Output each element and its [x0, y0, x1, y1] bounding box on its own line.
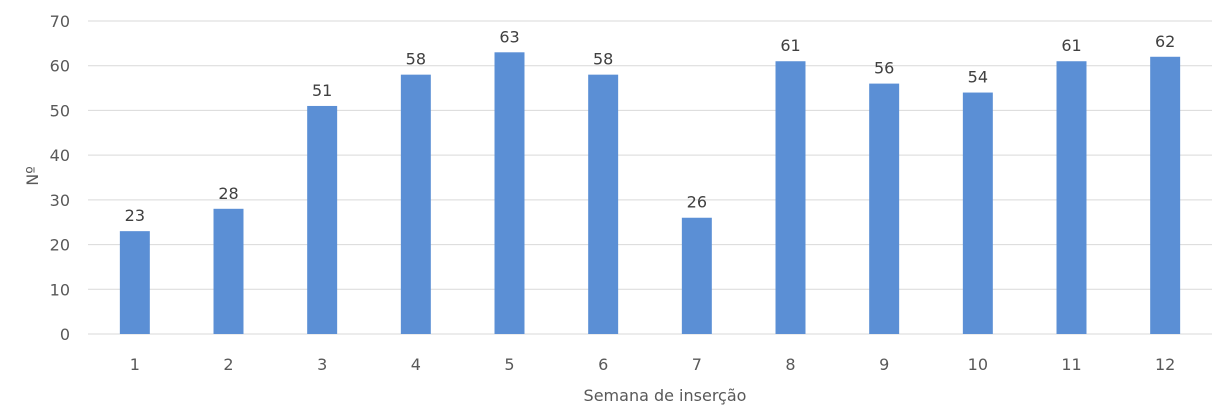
x-tick-label: 4: [411, 355, 421, 374]
x-tick-label: 5: [504, 355, 514, 374]
y-tick-label: 60: [50, 57, 70, 76]
bar-week-11: [1056, 61, 1087, 334]
bar-week-5: [494, 52, 525, 335]
x-tick-label: 3: [317, 355, 327, 374]
x-tick-label: 10: [968, 355, 988, 374]
bar-week-8: [775, 61, 806, 334]
x-tick-label: 12: [1155, 355, 1175, 374]
bars: [119, 52, 1181, 335]
x-axis-ticks: 1 2 3 4 5 6 7 8 9 10 11 12: [130, 355, 1176, 374]
y-axis-title: Nº: [23, 166, 42, 186]
y-tick-label: 70: [50, 12, 70, 31]
data-label: 54: [968, 68, 988, 87]
y-tick-label: 0: [60, 325, 70, 344]
data-labels: 23 28 51 58 63 58 26 61 56 54 61 62: [125, 27, 1176, 225]
y-tick-label: 10: [50, 280, 70, 299]
x-tick-label: 11: [1061, 355, 1081, 374]
data-label: 58: [593, 50, 613, 69]
x-tick-label: 1: [130, 355, 140, 374]
bar-week-10: [962, 92, 993, 335]
bar-week-12: [1150, 56, 1181, 335]
y-tick-label: 20: [50, 236, 70, 255]
y-axis-ticks: 0 10 20 30 40 50 60 70: [50, 12, 70, 344]
x-tick-label: 7: [692, 355, 702, 374]
y-tick-label: 30: [50, 191, 70, 210]
x-tick-label: 2: [223, 355, 233, 374]
x-tick-label: 6: [598, 355, 608, 374]
data-label: 56: [874, 59, 894, 78]
data-label: 63: [499, 27, 519, 46]
data-label: 58: [406, 50, 426, 69]
bar-week-3: [307, 105, 338, 334]
x-tick-label: 9: [879, 355, 889, 374]
data-label: 61: [1061, 36, 1081, 55]
y-tick-label: 40: [50, 146, 70, 165]
bar-week-6: [588, 74, 619, 335]
x-tick-label: 8: [785, 355, 795, 374]
bar-week-2: [213, 208, 244, 334]
data-label: 28: [218, 184, 238, 203]
gridlines: [88, 20, 1212, 335]
data-label: 62: [1155, 32, 1175, 51]
data-label: 26: [687, 193, 707, 212]
bar-week-7: [681, 217, 712, 334]
data-label: 23: [125, 206, 145, 225]
bar-week-4: [400, 74, 431, 335]
x-axis-title: Semana de inserção: [584, 386, 747, 405]
bar-week-1: [119, 231, 150, 334]
data-label: 61: [780, 36, 800, 55]
data-label: 51: [312, 81, 332, 100]
y-tick-label: 50: [50, 101, 70, 120]
bar-week-9: [869, 83, 900, 334]
